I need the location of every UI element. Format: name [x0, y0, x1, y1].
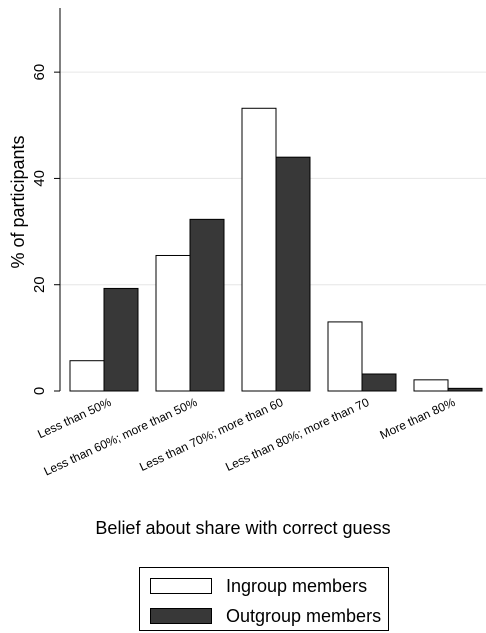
x-tick-label: Less than 80%; more than 70 [223, 395, 371, 474]
bar-ingroup-1 [155, 254, 191, 392]
bar-outgroup-1 [189, 218, 225, 392]
legend-label-outgroup: Outgroup members [226, 605, 382, 626]
bar-ingroup-3 [327, 321, 363, 392]
y-tick-label: 0 [31, 387, 48, 395]
bar-ingroup-0 [69, 360, 105, 392]
legend-item-outgroup: Outgroup members [150, 603, 381, 629]
bar-outgroup-0 [103, 287, 139, 392]
bar-ingroup-4 [413, 379, 449, 392]
bar-chart: 0 20 40 60 Less than 50%Less than 60%; more… [8, 8, 486, 479]
x-tick-labels: Less than 50%Less than 60%; more than 50… [35, 395, 457, 479]
x-tick-label: Less than 70%; more than 60 [137, 395, 285, 474]
x-tick-label: Less than 60%; more than 50% [42, 395, 200, 479]
y-ticks: 0 20 40 60 [31, 64, 60, 395]
bar-outgroup-4 [447, 387, 483, 392]
legend-label-ingroup: Ingroup members [226, 575, 368, 596]
bar-outgroup-2 [275, 156, 311, 392]
legend: Ingroup members Outgroup members [139, 567, 389, 631]
y-axis-label: % of participants [8, 135, 28, 268]
legend-item-ingroup: Ingroup members [150, 573, 367, 599]
y-tick-label: 20 [31, 276, 48, 293]
bar-outgroup-3 [361, 373, 397, 392]
legend-swatch-outgroup [150, 608, 212, 624]
bars [69, 107, 483, 392]
x-tick-label: More than 80% [378, 395, 458, 442]
y-tick-label: 60 [31, 64, 48, 81]
legend-swatch-ingroup [150, 578, 212, 594]
x-axis-label: Belief about share with correct guess [95, 518, 391, 538]
y-tick-label: 40 [31, 170, 48, 187]
bar-ingroup-2 [241, 107, 277, 392]
x-tick-label: Less than 50% [35, 395, 113, 441]
